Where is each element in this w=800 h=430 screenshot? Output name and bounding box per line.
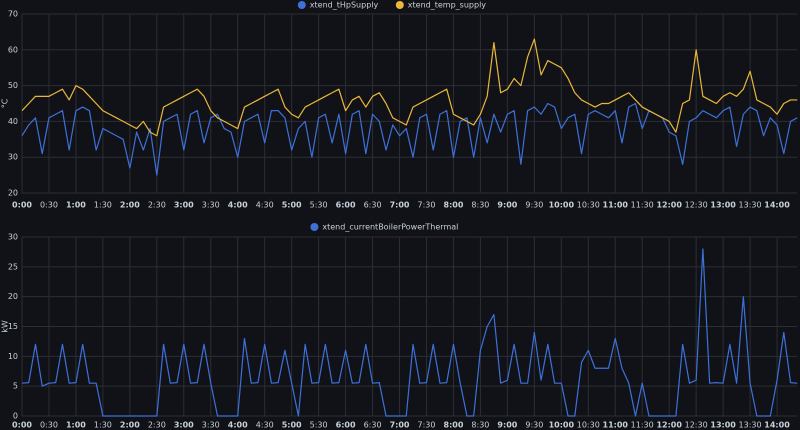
legend-label: xtend_tHpSupply bbox=[310, 1, 379, 10]
x-tick-label: 12:00 bbox=[656, 421, 682, 430]
x-tick-label: 11:00 bbox=[603, 421, 629, 430]
x-tick-label: 14:00 bbox=[764, 201, 790, 210]
x-tick-label: 4:30 bbox=[256, 201, 274, 210]
y-tick-label: 40 bbox=[8, 117, 18, 126]
y-tick-label: 20 bbox=[8, 292, 18, 301]
x-tick-label: 4:30 bbox=[256, 421, 274, 430]
x-tick-label: 4:00 bbox=[228, 201, 248, 210]
x-tick-label: 4:00 bbox=[228, 421, 248, 430]
x-tick-label: 5:30 bbox=[310, 421, 328, 430]
x-tick-label: 3:30 bbox=[202, 201, 220, 210]
y-tick-label: 20 bbox=[8, 189, 18, 198]
x-tick-label: 5:00 bbox=[282, 421, 302, 430]
x-tick-label: 7:00 bbox=[390, 201, 410, 210]
legend-marker bbox=[395, 1, 404, 9]
x-tick-label: 6:30 bbox=[364, 421, 382, 430]
x-tick-label: 9:30 bbox=[525, 201, 543, 210]
x-tick-label: 2:00 bbox=[120, 201, 140, 210]
x-tick-label: 13:00 bbox=[710, 421, 736, 430]
x-tick-label: 9:00 bbox=[497, 201, 517, 210]
legend-marker bbox=[310, 223, 319, 231]
x-tick-label: 14:00 bbox=[764, 421, 790, 430]
x-tick-label: 8:30 bbox=[471, 421, 489, 430]
x-tick-label: 2:00 bbox=[120, 421, 140, 430]
x-tick-label: 2:30 bbox=[148, 421, 166, 430]
y-axis-unit: °C bbox=[1, 98, 10, 108]
series-line bbox=[21, 38, 798, 137]
y-tick-label: 30 bbox=[8, 233, 18, 242]
series-line bbox=[21, 248, 798, 417]
x-tick-label: 13:00 bbox=[710, 201, 736, 210]
x-tick-label: 13:30 bbox=[739, 201, 762, 210]
y-axis-unit: kW bbox=[1, 320, 10, 333]
y-tick-label: 30 bbox=[8, 153, 18, 162]
legend-label: xtend_currentBoilerPowerThermal bbox=[322, 223, 458, 232]
x-tick-label: 10:00 bbox=[549, 201, 575, 210]
y-tick-label: 0 bbox=[13, 412, 18, 421]
x-tick-label: 3:30 bbox=[202, 421, 220, 430]
x-tick-label: 9:00 bbox=[497, 421, 517, 430]
x-tick-label: 1:30 bbox=[94, 421, 112, 430]
x-tick-label: 10:00 bbox=[549, 421, 575, 430]
x-tick-label: 12:30 bbox=[685, 421, 708, 430]
y-tick-label: 10 bbox=[8, 352, 18, 361]
x-tick-label: 8:00 bbox=[444, 421, 464, 430]
x-tick-label: 1:00 bbox=[66, 421, 86, 430]
x-tick-label: 11:30 bbox=[631, 421, 654, 430]
y-tick-label: 70 bbox=[8, 10, 18, 19]
x-tick-label: 6:00 bbox=[336, 201, 356, 210]
x-tick-label: 0:30 bbox=[40, 421, 58, 430]
x-tick-label: 7:30 bbox=[418, 421, 436, 430]
series-line bbox=[21, 102, 798, 176]
x-tick-label: 9:30 bbox=[525, 421, 543, 430]
x-tick-label: 7:00 bbox=[390, 421, 410, 430]
y-tick-label: 15 bbox=[8, 322, 18, 331]
legend-marker bbox=[297, 1, 306, 9]
x-tick-label: 2:30 bbox=[148, 201, 166, 210]
x-tick-label: 1:30 bbox=[94, 201, 112, 210]
legend-label: xtend_temp_supply bbox=[408, 1, 486, 10]
x-tick-label: 3:00 bbox=[174, 201, 194, 210]
y-tick-label: 50 bbox=[8, 81, 18, 90]
x-tick-label: 0:30 bbox=[40, 201, 58, 210]
x-tick-label: 0:00 bbox=[12, 201, 32, 210]
x-tick-label: 12:00 bbox=[656, 201, 682, 210]
y-tick-label: 60 bbox=[8, 45, 18, 54]
y-tick-label: 25 bbox=[8, 262, 18, 271]
x-tick-label: 7:30 bbox=[418, 201, 436, 210]
x-tick-label: 1:00 bbox=[66, 201, 86, 210]
x-tick-label: 5:00 bbox=[282, 201, 302, 210]
x-tick-label: 11:00 bbox=[603, 201, 629, 210]
x-tick-label: 8:30 bbox=[471, 201, 489, 210]
x-tick-label: 11:30 bbox=[631, 201, 654, 210]
y-tick-label: 5 bbox=[13, 382, 18, 391]
x-tick-label: 3:00 bbox=[174, 421, 194, 430]
x-tick-label: 6:00 bbox=[336, 421, 356, 430]
x-tick-label: 5:30 bbox=[310, 201, 328, 210]
x-tick-label: 6:30 bbox=[364, 201, 382, 210]
x-tick-label: 10:30 bbox=[577, 201, 600, 210]
x-tick-label: 13:30 bbox=[739, 421, 762, 430]
x-tick-label: 0:00 bbox=[12, 421, 32, 430]
x-tick-label: 10:30 bbox=[577, 421, 600, 430]
x-tick-label: 12:30 bbox=[685, 201, 708, 210]
x-tick-label: 8:00 bbox=[444, 201, 464, 210]
